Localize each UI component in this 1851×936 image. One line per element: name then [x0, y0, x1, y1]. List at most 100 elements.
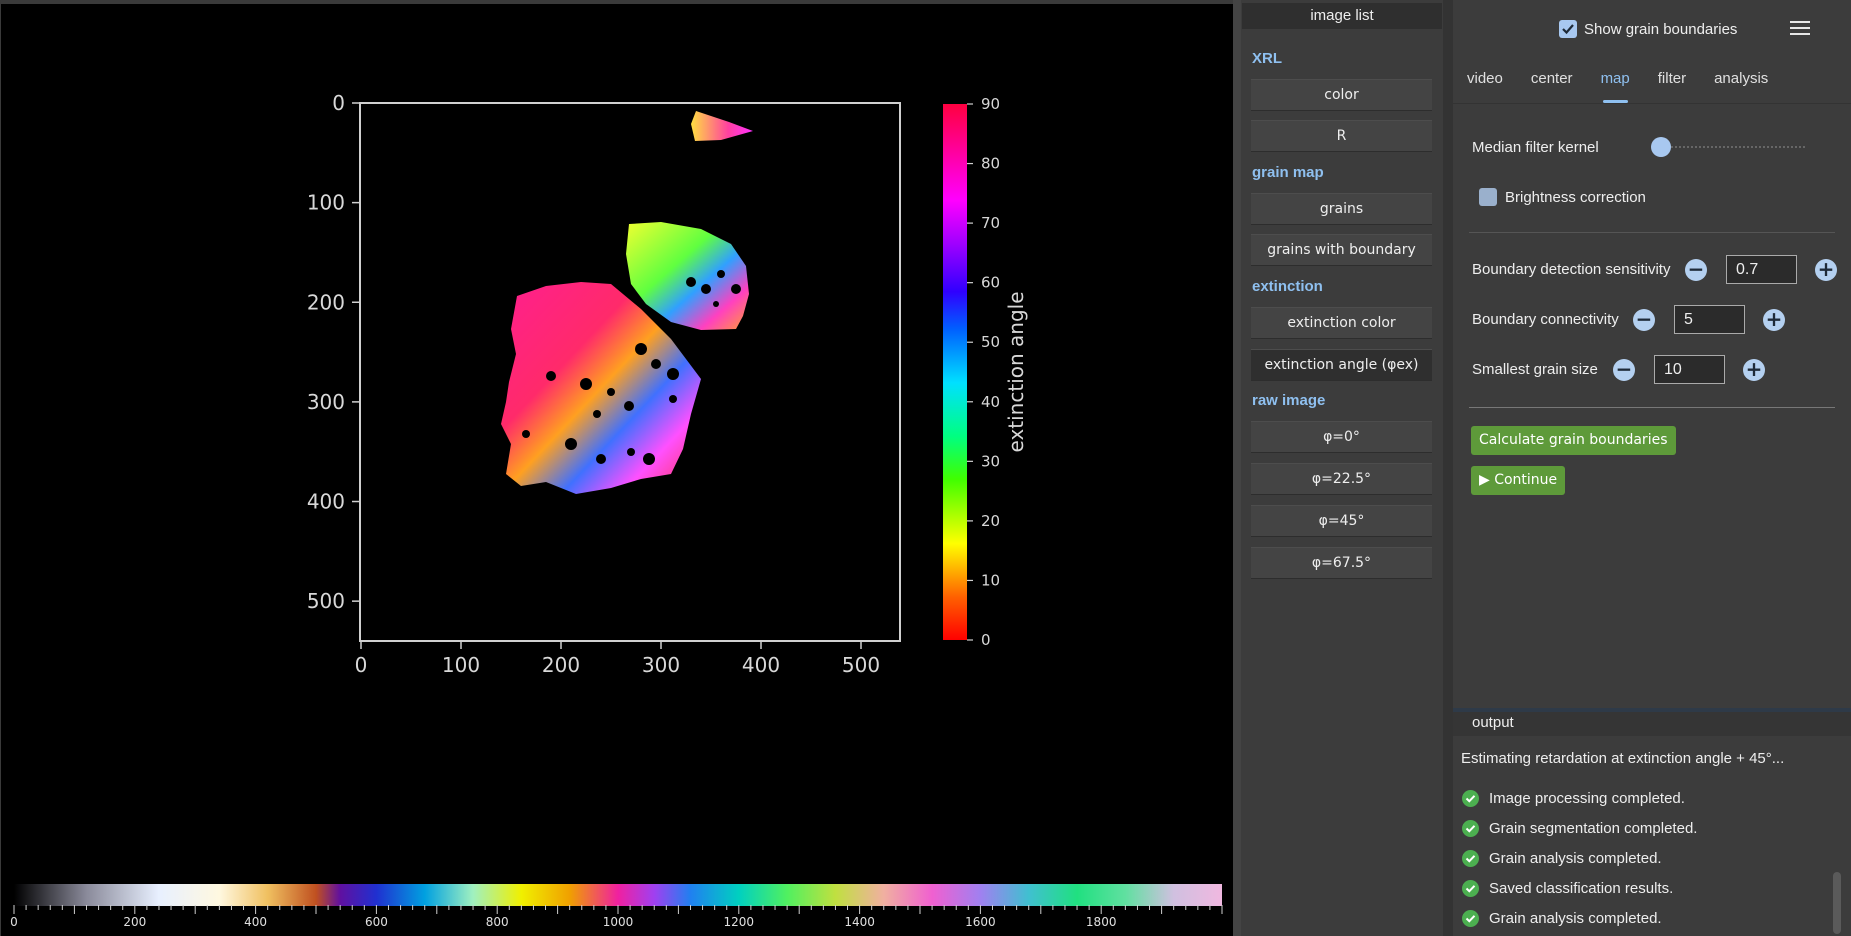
x-tick-label: 200 — [542, 653, 580, 677]
colorbar-tick-label: 90 — [981, 95, 1000, 113]
median-filter-slider-track[interactable] — [1655, 146, 1805, 148]
output-line-text: Grain segmentation completed. — [1489, 820, 1698, 837]
image-color-button[interactable]: color — [1251, 79, 1432, 111]
tab-analysis[interactable]: analysis — [1714, 70, 1769, 87]
image-list-panel: image list XRL color R grain map grains … — [1241, 0, 1453, 936]
image-r-button[interactable]: R — [1251, 120, 1432, 152]
boundary-sensitivity-label: Boundary detection sensitivity — [1472, 261, 1671, 278]
retardation-colorbar — [14, 884, 1222, 906]
output-line-text: Saved classification results. — [1489, 880, 1674, 897]
image-extinction-angle-button[interactable]: extinction angle (φex) — [1251, 349, 1432, 381]
output-line-text: Grain analysis completed. — [1489, 910, 1662, 927]
show-grain-boundaries-toggle[interactable]: Show grain boundaries — [1559, 20, 1737, 38]
connectivity-increase-button[interactable]: + — [1763, 309, 1785, 331]
retardation-ticks: 0 200 400 600 800 1000 1200 1400 1600 1800 — [10, 905, 1223, 929]
image-phi-67-5-button[interactable]: φ=67.5° — [1251, 547, 1432, 579]
image-phi-0-button[interactable]: φ=0° — [1251, 421, 1432, 453]
colorbar-tick-label: 40 — [981, 393, 1000, 411]
grain-size-increase-button[interactable]: + — [1743, 359, 1765, 381]
group-label-grain-map: grain map — [1252, 164, 1324, 181]
output-line: Saved classification results. — [1462, 880, 1673, 897]
colorbar — [943, 104, 967, 640]
image-viewer: 0 100 200 300 400 500 0 100 200 300 400 500 0 10 20 3… — [0, 0, 1233, 936]
hamburger-menu-icon[interactable] — [1788, 18, 1812, 38]
divider — [1469, 407, 1835, 408]
colorbar-tick-label: 60 — [981, 274, 1000, 292]
colorbar-tick-label: 10 — [981, 571, 1000, 589]
tab-filter[interactable]: filter — [1657, 70, 1687, 87]
tab-map[interactable]: map — [1587, 60, 1644, 104]
image-list-title: image list — [1242, 3, 1442, 29]
retardation-tick-label: 1600 — [965, 915, 996, 929]
y-tick-label: 300 — [307, 390, 345, 414]
colorbar-tick-label: 50 — [981, 333, 1000, 351]
group-label-extinction: extinction — [1252, 278, 1323, 295]
colorbar-ticks: 0 10 20 30 40 50 60 70 80 90 — [967, 95, 1000, 649]
output-line-text: Image processing completed. — [1489, 790, 1685, 807]
colorbar-tick-label: 30 — [981, 452, 1000, 470]
check-circle-icon — [1462, 880, 1479, 897]
retardation-tick-label: 1800 — [1086, 915, 1117, 929]
check-circle-icon — [1462, 910, 1479, 927]
tab-center[interactable]: center — [1530, 70, 1573, 87]
tab-video[interactable]: video — [1467, 70, 1503, 87]
image-grains-with-boundary-button[interactable]: grains with boundary — [1251, 234, 1432, 266]
x-tick-label: 400 — [742, 653, 780, 677]
smallest-grain-label: Smallest grain size — [1472, 361, 1598, 378]
output-panel: output Estimating retardation at extinct… — [1453, 708, 1851, 936]
grain-size-decrease-button[interactable]: − — [1613, 359, 1635, 381]
settings-topbar: Show grain boundaries — [1453, 0, 1851, 56]
x-tick-label: 300 — [642, 653, 680, 677]
x-tick-label: 500 — [842, 653, 880, 677]
colorbar-tick-label: 80 — [981, 155, 1000, 173]
calculate-grain-boundaries-button[interactable]: Calculate grain boundaries — [1471, 426, 1676, 455]
colorbar-label: extinction angle — [1004, 291, 1028, 452]
brightness-correction-toggle[interactable]: Brightness correction — [1479, 188, 1646, 206]
show-grain-boundaries-label: Show grain boundaries — [1584, 20, 1738, 38]
boundary-connectivity-input[interactable] — [1674, 305, 1745, 334]
sensitivity-increase-button[interactable]: + — [1815, 259, 1837, 281]
x-axis: 0 100 200 300 400 500 — [355, 641, 880, 677]
panel-splitter-2[interactable] — [1443, 0, 1453, 936]
retardation-tick-label: 200 — [123, 915, 146, 929]
checkbox-checked-icon[interactable] — [1559, 20, 1577, 38]
output-header-line: Estimating retardation at extinction ang… — [1461, 750, 1785, 767]
y-axis: 0 100 200 300 400 500 — [307, 91, 360, 613]
smallest-grain-input[interactable] — [1654, 355, 1725, 384]
colorbar-tick-label: 0 — [981, 631, 991, 649]
image-grains-button[interactable]: grains — [1251, 193, 1432, 225]
divider — [1469, 232, 1835, 233]
panel-splitter[interactable] — [1233, 0, 1241, 936]
image-phi-22-5-button[interactable]: φ=22.5° — [1251, 463, 1432, 495]
output-line: Image processing completed. — [1462, 790, 1685, 807]
retardation-tick-label: 0 — [10, 915, 18, 929]
connectivity-decrease-button[interactable]: − — [1633, 309, 1655, 331]
retardation-tick-label: 800 — [486, 915, 509, 929]
y-tick-label: 0 — [332, 91, 345, 115]
retardation-tick-label: 400 — [244, 915, 267, 929]
y-tick-label: 200 — [307, 290, 345, 314]
continue-button[interactable]: ▶ Continue — [1471, 466, 1566, 495]
median-filter-label: Median filter kernel — [1472, 139, 1599, 156]
output-scrollbar[interactable] — [1833, 872, 1841, 934]
sensitivity-decrease-button[interactable]: − — [1685, 259, 1707, 281]
brightness-correction-label: Brightness correction — [1505, 188, 1646, 206]
x-tick-label: 0 — [355, 653, 368, 677]
check-circle-icon — [1462, 790, 1479, 807]
settings-tabs: video center map filter analysis — [1453, 60, 1851, 104]
group-label-raw-image: raw image — [1252, 392, 1326, 409]
image-phi-45-button[interactable]: φ=45° — [1251, 505, 1432, 537]
boundary-sensitivity-input[interactable] — [1726, 255, 1797, 284]
image-extinction-color-button[interactable]: extinction color — [1251, 307, 1432, 339]
checkbox-unchecked-icon[interactable] — [1479, 188, 1497, 206]
check-circle-icon — [1462, 820, 1479, 837]
retardation-tick-label: 1400 — [844, 915, 875, 929]
median-filter-slider-thumb[interactable] — [1651, 137, 1671, 157]
x-tick-label: 100 — [442, 653, 480, 677]
retardation-tick-label: 1000 — [603, 915, 634, 929]
output-title: output — [1453, 712, 1851, 736]
group-label-xrl: XRL — [1252, 50, 1282, 67]
output-line-text: Grain analysis completed. — [1489, 850, 1662, 867]
colorbar-tick-label: 70 — [981, 214, 1000, 232]
